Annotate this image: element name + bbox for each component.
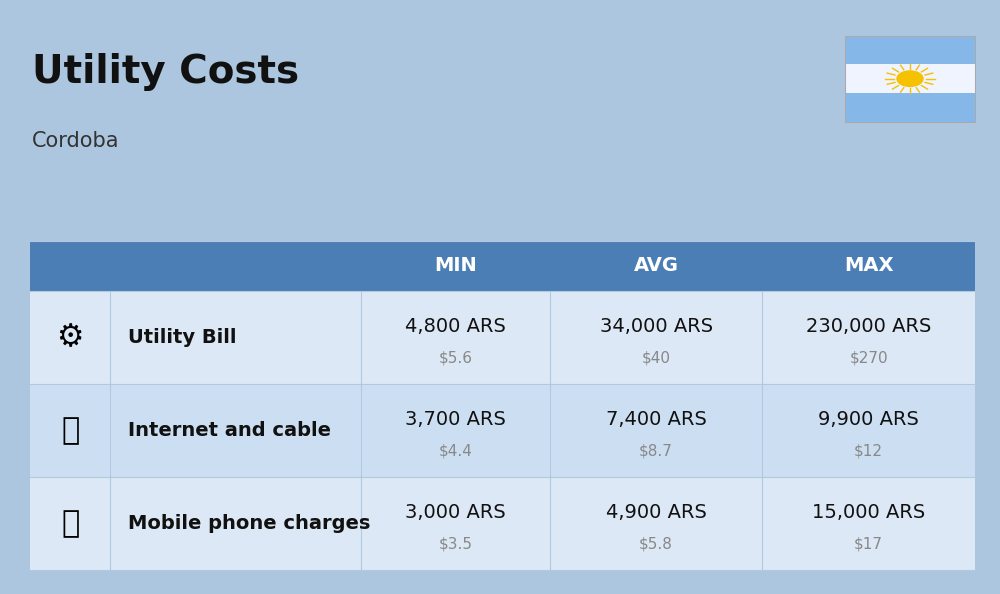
Bar — [550, 477, 762, 570]
Text: 15,000 ARS: 15,000 ARS — [812, 503, 925, 522]
Text: 📱: 📱 — [61, 509, 79, 538]
Bar — [110, 477, 361, 570]
Text: AVG: AVG — [634, 257, 679, 275]
Text: Internet and cable: Internet and cable — [128, 421, 331, 440]
Bar — [762, 384, 975, 477]
Text: MAX: MAX — [844, 257, 893, 275]
Text: Mobile phone charges: Mobile phone charges — [128, 514, 370, 533]
Text: $270: $270 — [849, 350, 888, 365]
Text: $5.8: $5.8 — [639, 537, 673, 552]
Bar — [110, 241, 361, 291]
Bar — [30, 291, 110, 384]
Text: ⚙: ⚙ — [56, 323, 84, 352]
Text: 230,000 ARS: 230,000 ARS — [806, 317, 931, 336]
Text: Utility Costs: Utility Costs — [32, 53, 299, 91]
Text: $12: $12 — [854, 444, 883, 459]
Circle shape — [897, 71, 923, 86]
Bar — [845, 64, 975, 93]
Bar — [550, 384, 762, 477]
Bar — [762, 477, 975, 570]
Bar — [845, 93, 975, 122]
Bar — [845, 36, 975, 64]
Bar — [361, 291, 550, 384]
Text: 4,800 ARS: 4,800 ARS — [405, 317, 506, 336]
Bar — [30, 477, 110, 570]
Text: 📶: 📶 — [61, 416, 79, 445]
Text: $8.7: $8.7 — [639, 444, 673, 459]
Bar — [110, 291, 361, 384]
Bar — [762, 241, 975, 291]
Text: 34,000 ARS: 34,000 ARS — [600, 317, 713, 336]
Text: 3,000 ARS: 3,000 ARS — [405, 503, 506, 522]
Text: 4,900 ARS: 4,900 ARS — [606, 503, 706, 522]
Text: $4.4: $4.4 — [438, 444, 472, 459]
Bar — [762, 291, 975, 384]
Text: MIN: MIN — [434, 257, 477, 275]
Text: Cordoba: Cordoba — [32, 131, 120, 151]
Text: $3.5: $3.5 — [438, 537, 472, 552]
Bar — [550, 241, 762, 291]
Bar — [845, 36, 975, 122]
Bar — [361, 384, 550, 477]
Text: Utility Bill: Utility Bill — [128, 328, 236, 347]
Bar — [30, 241, 110, 291]
Text: 9,900 ARS: 9,900 ARS — [818, 410, 919, 429]
Text: $17: $17 — [854, 537, 883, 552]
Text: $5.6: $5.6 — [438, 350, 472, 365]
Bar — [361, 241, 550, 291]
Text: 7,400 ARS: 7,400 ARS — [606, 410, 706, 429]
Bar — [110, 384, 361, 477]
Text: 3,700 ARS: 3,700 ARS — [405, 410, 506, 429]
Bar — [550, 291, 762, 384]
Bar — [361, 477, 550, 570]
Bar — [30, 384, 110, 477]
Text: $40: $40 — [642, 350, 671, 365]
